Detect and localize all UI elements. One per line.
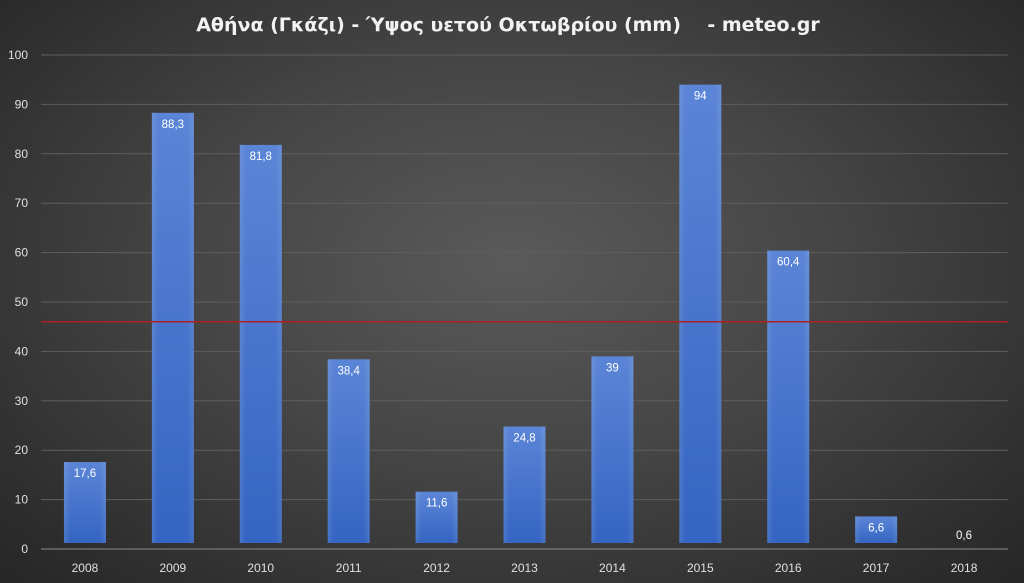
data-label: 11,6 [426, 498, 448, 510]
bar-highlight [591, 356, 634, 543]
bar-highlight [63, 462, 106, 543]
data-label: 60,4 [777, 257, 800, 269]
data-label: 39 [606, 362, 619, 374]
bar-highlight [415, 491, 458, 543]
data-labels: 17,6 88,3 81,8 38,4 11,6 24,8 39 94 60,4 6,6 0,6 [74, 91, 972, 542]
data-label: 24,8 [513, 432, 535, 444]
y-axis: 0 10 20 30 40 50 60 70 80 90 100 [8, 48, 28, 556]
data-label: 17,6 [74, 468, 96, 480]
y-tick-label: 20 [15, 443, 29, 457]
x-tick-label: 2009 [160, 561, 187, 575]
bar-highlight [679, 84, 722, 543]
bar-highlight [767, 250, 810, 543]
data-label: 81,8 [250, 151, 272, 163]
data-label: 38,4 [337, 365, 360, 377]
y-tick-label: 70 [15, 196, 29, 210]
bars [63, 84, 898, 543]
data-label: 6,6 [868, 522, 884, 534]
x-tick-label: 2013 [511, 561, 538, 575]
data-label: 94 [694, 91, 707, 103]
x-tick-label: 2018 [951, 561, 978, 575]
x-axis: 2008 2009 2010 2011 2012 2013 2014 2015 2016 2017… [41, 548, 1008, 575]
bar-highlight [151, 112, 194, 543]
y-tick-label: 50 [15, 295, 29, 309]
bar-highlight [503, 426, 546, 543]
y-tick-label: 60 [15, 246, 29, 260]
y-tick-label: 0 [21, 542, 28, 556]
x-tick-label: 2012 [423, 561, 450, 575]
x-tick-label: 2008 [72, 561, 99, 575]
bar-highlight [855, 516, 898, 543]
x-tick-label: 2016 [775, 561, 802, 575]
x-tick-label: 2014 [599, 561, 626, 575]
data-label: 0,6 [956, 530, 972, 542]
x-tick-label: 2010 [247, 561, 274, 575]
x-tick-label: 2015 [687, 561, 714, 575]
x-tick-label: 2017 [863, 561, 890, 575]
y-tick-label: 10 [15, 493, 29, 507]
data-label: 88,3 [162, 119, 184, 131]
x-tick-label: 2011 [336, 561, 362, 575]
y-tick-label: 30 [15, 394, 29, 408]
y-tick-label: 40 [15, 344, 29, 358]
bar-highlight [327, 359, 370, 543]
chart-title: Αθήνα (Γκάζι) - Ύψος υετού Οκτωβρίου (mm… [196, 14, 820, 36]
gridlines [41, 54, 1008, 501]
y-tick-label: 80 [15, 147, 29, 161]
y-tick-label: 100 [8, 48, 28, 62]
y-tick-label: 90 [15, 97, 29, 111]
bar-highlight [239, 144, 282, 543]
